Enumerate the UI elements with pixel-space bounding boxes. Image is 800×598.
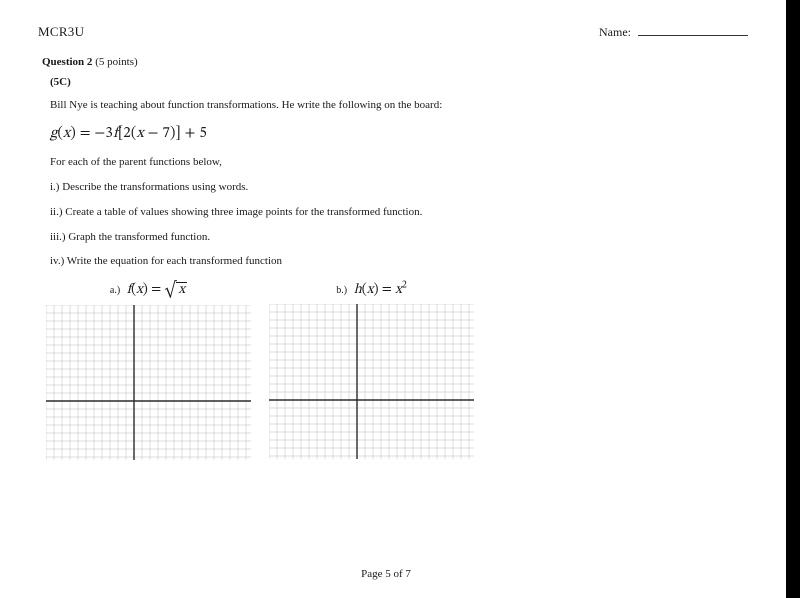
question-lead: For each of the parent functions below,: [50, 155, 748, 171]
part-a-label: a.) f(x) = √x: [46, 279, 251, 301]
parts-row: a.) f(x) = √x b.) h(x) = x2: [46, 279, 748, 466]
name-label: Name:: [599, 25, 631, 39]
part-a: a.) f(x) = √x: [46, 279, 251, 466]
right-black-margin: [786, 0, 800, 598]
worksheet-page: MCR3U Name: Question 2 (5 points) (5C) B…: [0, 0, 786, 598]
curriculum-code: (5C): [50, 76, 748, 88]
question-number: Question 2: [42, 56, 92, 68]
question-title: Question 2 (5 points): [42, 56, 748, 68]
graph-grid-a: [46, 305, 251, 460]
part-b: b.) h(x) = x2: [269, 279, 474, 466]
question-body: Bill Nye is teaching about function tran…: [50, 98, 748, 466]
subpart-iii: iii.) Graph the transformed function.: [50, 230, 748, 246]
part-b-label: b.) h(x) = x2: [269, 279, 474, 300]
question-points: (5 points): [95, 56, 137, 68]
transformation-equation: g(x) = −3f[2(x − 7)] + 5: [50, 123, 748, 145]
name-field: Name:: [599, 25, 748, 40]
course-code: MCR3U: [38, 24, 84, 40]
question-block: Question 2 (5 points) (5C) Bill Nye is t…: [38, 56, 748, 466]
subpart-i: i.) Describe the transformations using w…: [50, 180, 748, 196]
subpart-ii: ii.) Create a table of values showing th…: [50, 205, 748, 221]
subpart-iv: iv.) Write the equation for each transfo…: [50, 254, 748, 270]
name-blank-line[interactable]: [638, 35, 748, 36]
page-header: MCR3U Name:: [38, 24, 748, 40]
question-intro: Bill Nye is teaching about function tran…: [50, 98, 748, 114]
part-b-lead: b.): [336, 285, 347, 296]
graph-grid-b: [269, 304, 474, 459]
page-footer: Page 5 of 7: [0, 568, 772, 580]
part-a-lead: a.): [110, 285, 120, 296]
